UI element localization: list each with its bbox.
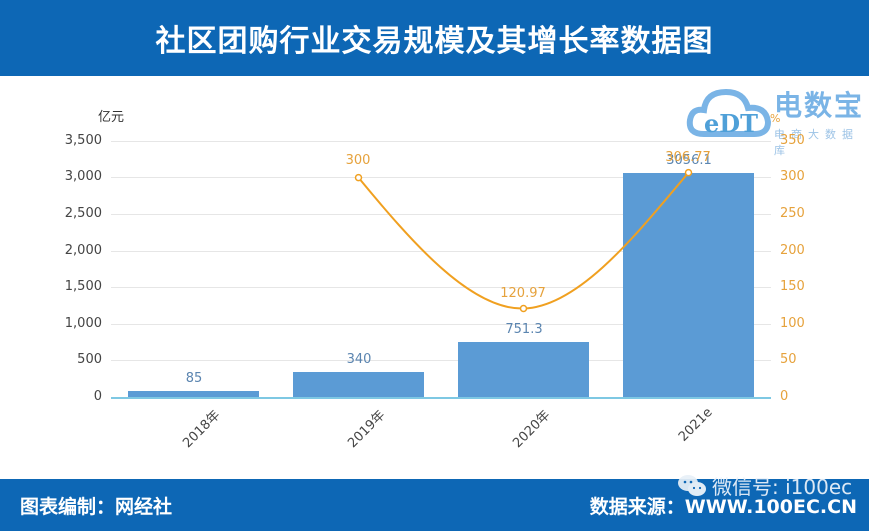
footer-banner: 图表编制：网经社 数据来源：WWW.100EC.CN 微信号: i100ec <box>0 474 869 531</box>
left-tick: 0 <box>93 389 102 404</box>
left-tick: 2,500 <box>64 206 102 221</box>
x-axis-line <box>111 397 771 399</box>
svg-text:eDT: eDT <box>704 109 758 138</box>
right-tick: 300 <box>780 169 805 184</box>
left-tick: 1,000 <box>64 316 102 331</box>
left-tick: 500 <box>77 352 102 367</box>
bar-label: 751.3 <box>505 322 543 337</box>
chart-title: 社区团购行业交易规模及其增长率数据图 <box>155 24 714 59</box>
cloud-icon: eDT <box>686 88 772 138</box>
gridline <box>111 287 771 288</box>
right-tick: 50 <box>780 352 797 367</box>
watermark-logo: eDT 电数宝 电商大数据库 <box>686 82 866 157</box>
line-label: 306.77 <box>665 150 711 165</box>
data-source: 数据来源：WWW.100EC.CN <box>589 496 857 518</box>
right-tick: 0 <box>780 389 789 404</box>
watermark-subtitle: 电商大数据库 <box>774 128 859 157</box>
right-tick: 250 <box>780 206 805 221</box>
wechat-watermark: 微信号: i100ec <box>676 471 852 500</box>
line-label: 120.97 <box>500 286 546 301</box>
gridline <box>111 360 771 361</box>
gridline <box>111 214 771 215</box>
left-tick: 1,500 <box>64 279 102 294</box>
left-tick: 3,500 <box>64 133 102 148</box>
watermark-brand: 电数宝 <box>774 89 865 122</box>
gridline <box>111 251 771 252</box>
bar-2021e <box>623 173 754 397</box>
right-tick: 200 <box>780 243 805 258</box>
left-tick: 3,000 <box>64 169 102 184</box>
bar-2019 <box>293 372 424 397</box>
bar-2020 <box>458 342 589 397</box>
right-tick: 100 <box>780 316 805 331</box>
left-tick: 2,000 <box>64 243 102 258</box>
right-axis-title: % <box>770 112 781 125</box>
right-tick: 150 <box>780 279 805 294</box>
bar-2018 <box>128 391 259 397</box>
right-tick: 350 <box>780 133 805 148</box>
chart-credit: 图表编制：网经社 <box>20 496 173 518</box>
gridline <box>111 141 771 142</box>
gridline <box>111 324 771 325</box>
bar-label: 340 <box>346 352 372 367</box>
title-banner: 社区团购行业交易规模及其增长率数据图 <box>0 0 869 76</box>
bar-label: 85 <box>185 371 203 386</box>
gridline <box>111 177 771 178</box>
bar-label: 3056.1 <box>666 153 712 168</box>
line-label: 300 <box>345 153 371 168</box>
left-axis-title: 亿元 <box>98 110 125 125</box>
wechat-id: 微信号: i100ec <box>712 475 853 499</box>
wechat-icon <box>678 474 706 496</box>
